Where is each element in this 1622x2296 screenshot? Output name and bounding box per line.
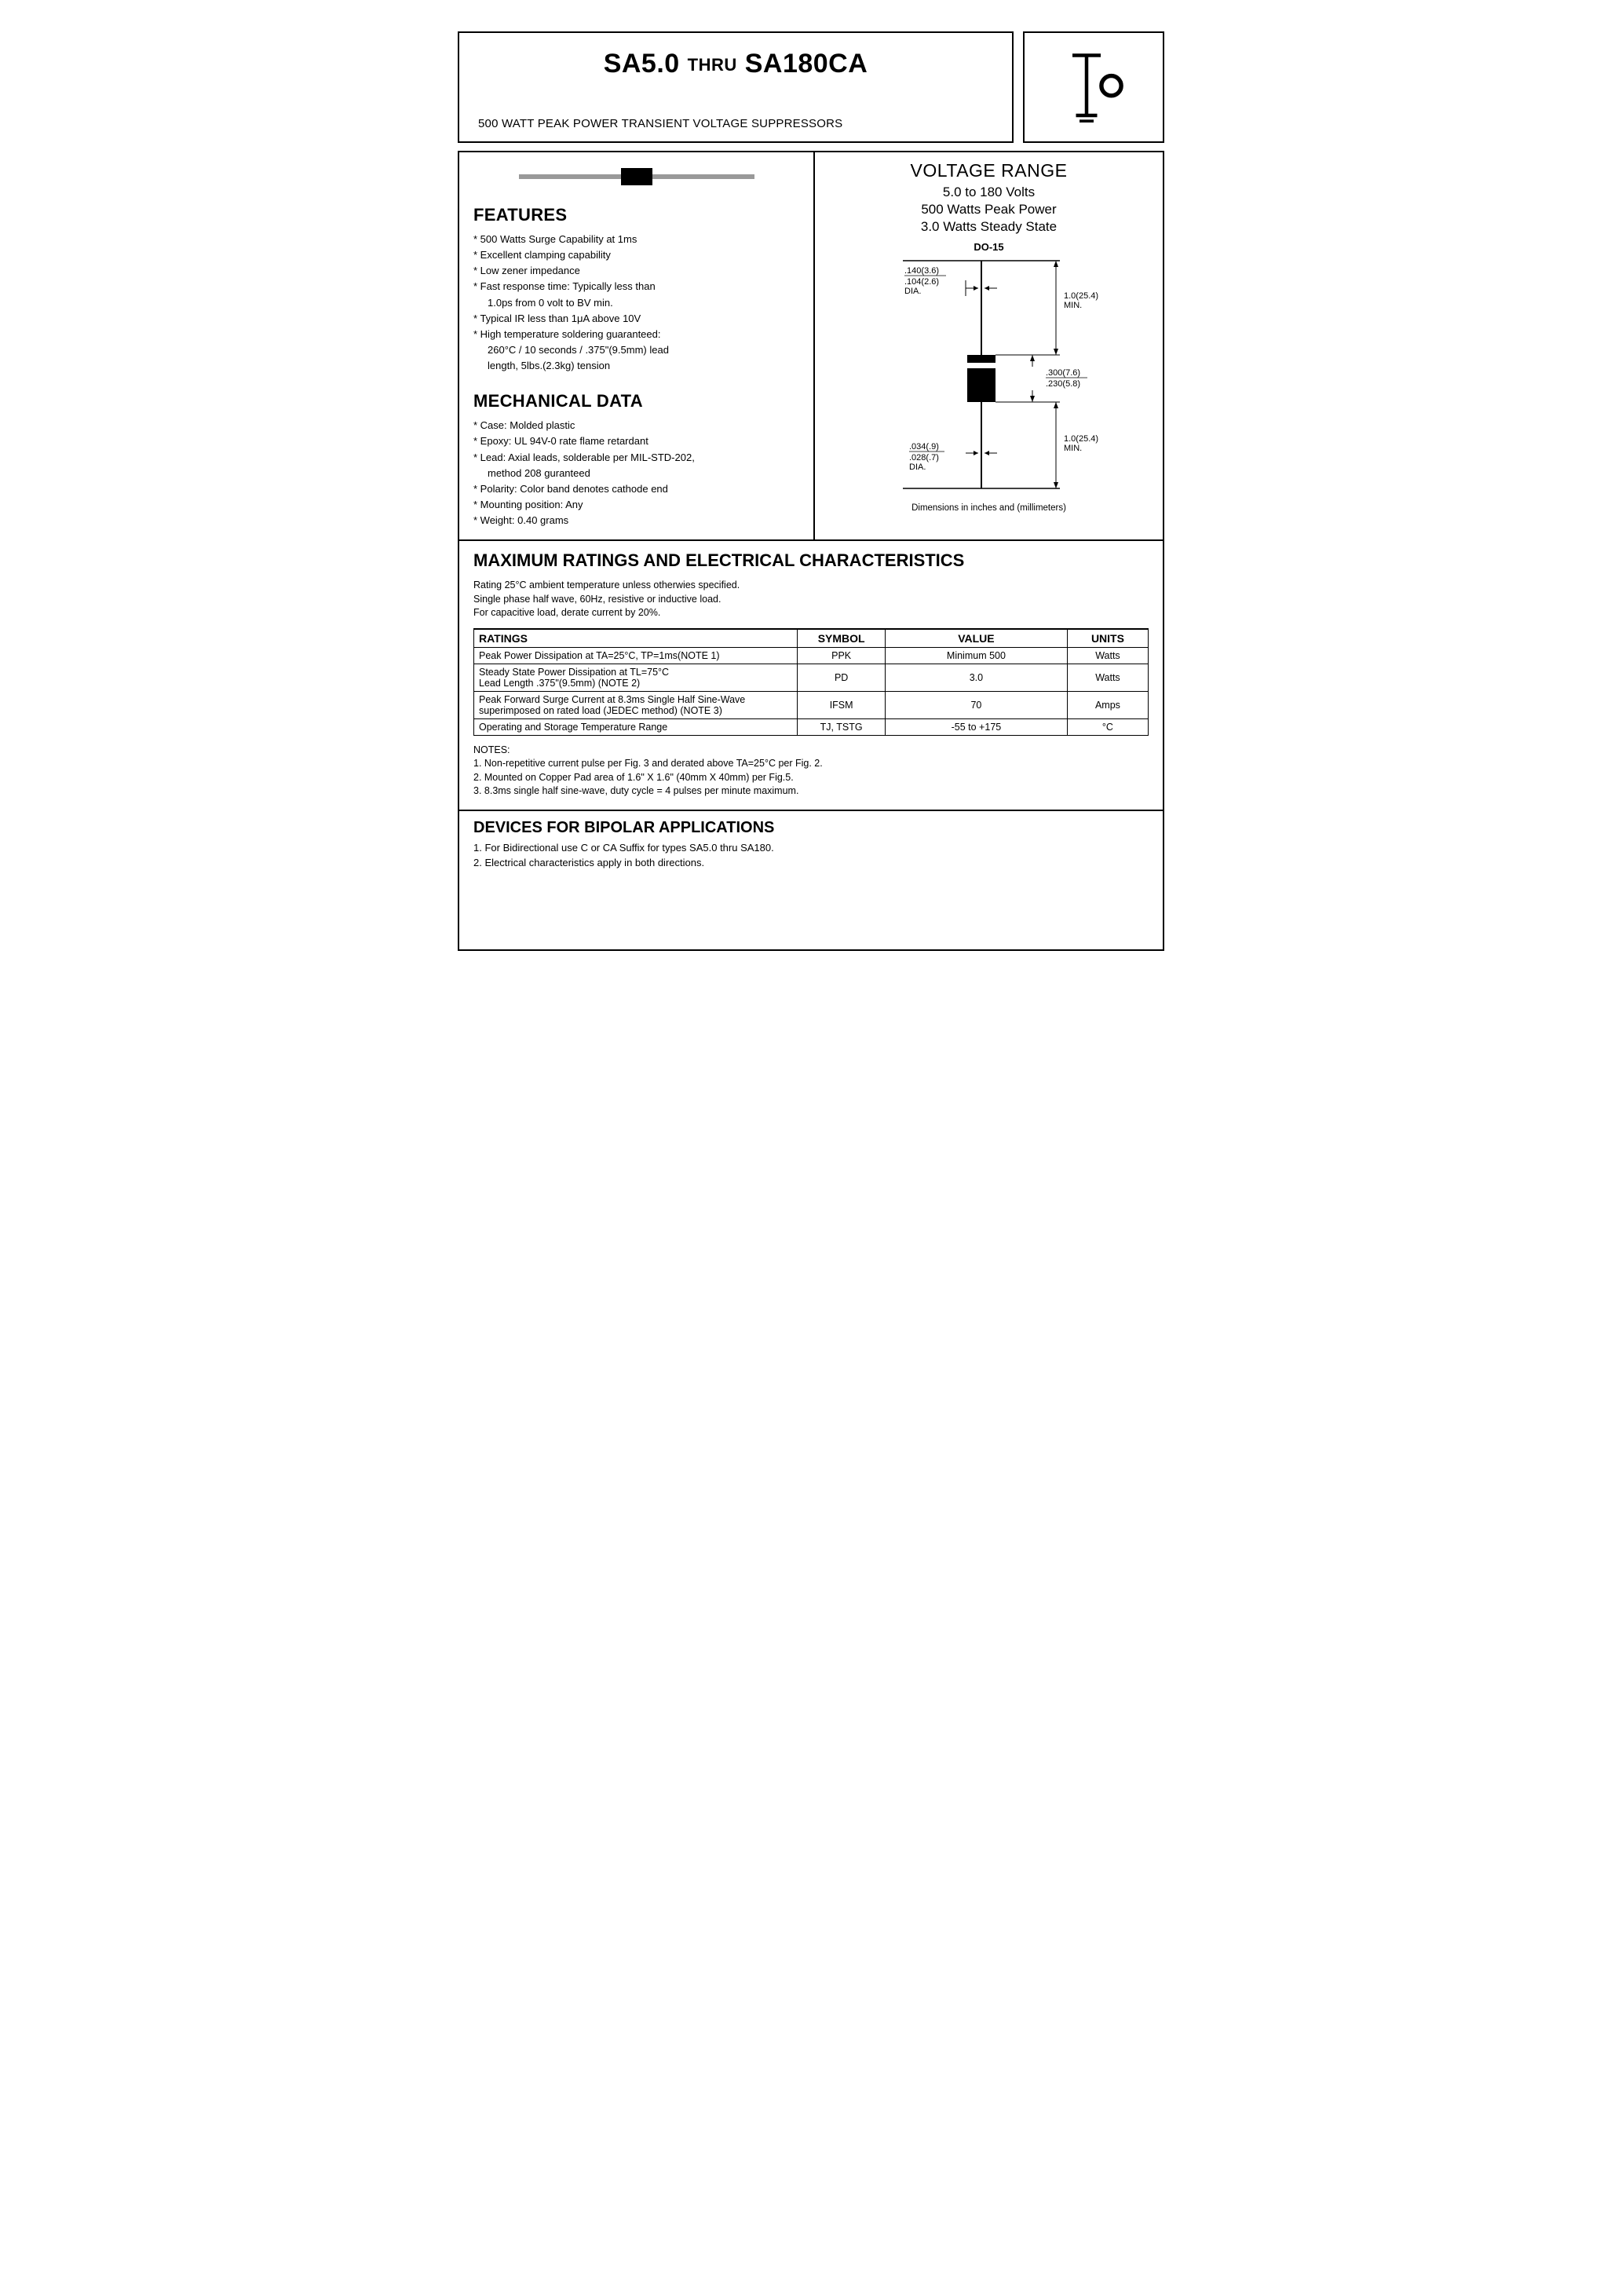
bipolar-block: DEVICES FOR BIPOLAR APPLICATIONS 1. For …: [458, 811, 1164, 951]
svg-text:.230(5.8): .230(5.8): [1046, 379, 1080, 389]
svg-text:1.0(25.4): 1.0(25.4): [1064, 291, 1098, 301]
table-row: Operating and Storage Temperature RangeT…: [474, 718, 1149, 735]
svg-text:MIN.: MIN.: [1064, 444, 1082, 453]
component-drawing: [473, 166, 799, 191]
ratings-tbody: Peak Power Dissipation at TA=25°C, TP=1m…: [474, 647, 1149, 735]
mechanical-item: Lead: Axial leads, solderable per MIL-ST…: [473, 450, 799, 466]
table-row: Peak Power Dissipation at TA=25°C, TP=1m…: [474, 647, 1149, 664]
svg-text:DIA.: DIA.: [904, 287, 921, 296]
package-diagram: DO-15: [826, 241, 1152, 513]
features-heading: FEATURES: [473, 205, 799, 225]
features-panel: FEATURES 500 Watts Surge Capability at 1…: [459, 152, 815, 539]
feature-item: 500 Watts Surge Capability at 1ms: [473, 232, 799, 247]
title-block: SA5.0 THRU SA180CA 500 WATT PEAK POWER T…: [458, 31, 1014, 143]
logo-block: [1023, 31, 1164, 143]
mechanical-heading: MECHANICAL DATA: [473, 391, 799, 411]
feature-item: Low zener impedance: [473, 263, 799, 279]
feature-item: High temperature soldering guaranteed:: [473, 327, 799, 342]
table-row: Steady State Power Dissipation at TL=75°…: [474, 664, 1149, 691]
ratings-notes: NOTES: 1. Non-repetitive current pulse p…: [473, 744, 1149, 799]
svg-text:1.0(25.4): 1.0(25.4): [1064, 434, 1098, 444]
table-row: Peak Forward Surge Current at 8.3ms Sing…: [474, 691, 1149, 718]
voltage-range-heading: VOLTAGE RANGE: [826, 160, 1152, 181]
feature-item: Fast response time: Typically less than: [473, 279, 799, 294]
mechanical-item: Polarity: Color band denotes cathode end: [473, 481, 799, 497]
svg-text:DIA.: DIA.: [909, 462, 926, 472]
logo-icon: [1058, 44, 1129, 130]
voltage-range-lines: 5.0 to 180 Volts 500 Watts Peak Power 3.…: [826, 185, 1152, 235]
package-name: DO-15: [826, 241, 1152, 253]
svg-text:.028(.7): .028(.7): [909, 453, 939, 462]
ratings-heading: MAXIMUM RATINGS AND ELECTRICAL CHARACTER…: [473, 550, 1149, 571]
mechanical-item: Weight: 0.40 grams: [473, 513, 799, 528]
svg-text:.104(2.6): .104(2.6): [904, 277, 939, 287]
subtitle: 500 WATT PEAK POWER TRANSIENT VOLTAGE SU…: [478, 117, 993, 130]
title-left: SA5.0: [604, 49, 680, 79]
title-mid: THRU: [688, 55, 737, 75]
features-list: 500 Watts Surge Capability at 1msExcelle…: [473, 232, 799, 374]
bipolar-heading: DEVICES FOR BIPOLAR APPLICATIONS: [473, 819, 1149, 837]
svg-text:.300(7.6): .300(7.6): [1046, 368, 1080, 378]
ratings-conditions: Rating 25°C ambient temperature unless o…: [473, 579, 1149, 620]
title: SA5.0 THRU SA180CA: [478, 49, 993, 79]
ratings-table: RATINGS SYMBOL VALUE UNITS Peak Power Di…: [473, 628, 1149, 736]
mechanical-item: Case: Molded plastic: [473, 418, 799, 433]
mechanical-item: Mounting position: Any: [473, 497, 799, 513]
voltage-panel: VOLTAGE RANGE 5.0 to 180 Volts 500 Watts…: [815, 152, 1163, 539]
feature-item: 260°C / 10 seconds / .375"(9.5mm) lead: [473, 342, 799, 358]
dimensions-caption: Dimensions in inches and (millimeters): [826, 503, 1152, 513]
feature-item: Excellent clamping capability: [473, 247, 799, 263]
title-right: SA180CA: [745, 49, 868, 79]
feature-item: Typical IR less than 1μA above 10V: [473, 311, 799, 327]
svg-text:.140(3.6): .140(3.6): [904, 266, 939, 276]
ratings-block: MAXIMUM RATINGS AND ELECTRICAL CHARACTER…: [458, 539, 1164, 811]
feature-item: length, 5lbs.(2.3kg) tension: [473, 358, 799, 374]
mechanical-item: Epoxy: UL 94V-0 rate flame retardant: [473, 433, 799, 449]
mechanical-list: Case: Molded plasticEpoxy: UL 94V-0 rate…: [473, 418, 799, 528]
svg-text:.034(.9): .034(.9): [909, 442, 939, 452]
feature-item: 1.0ps from 0 volt to BV min.: [473, 295, 799, 311]
svg-text:MIN.: MIN.: [1064, 301, 1082, 310]
mechanical-item: method 208 guranteed: [473, 466, 799, 481]
